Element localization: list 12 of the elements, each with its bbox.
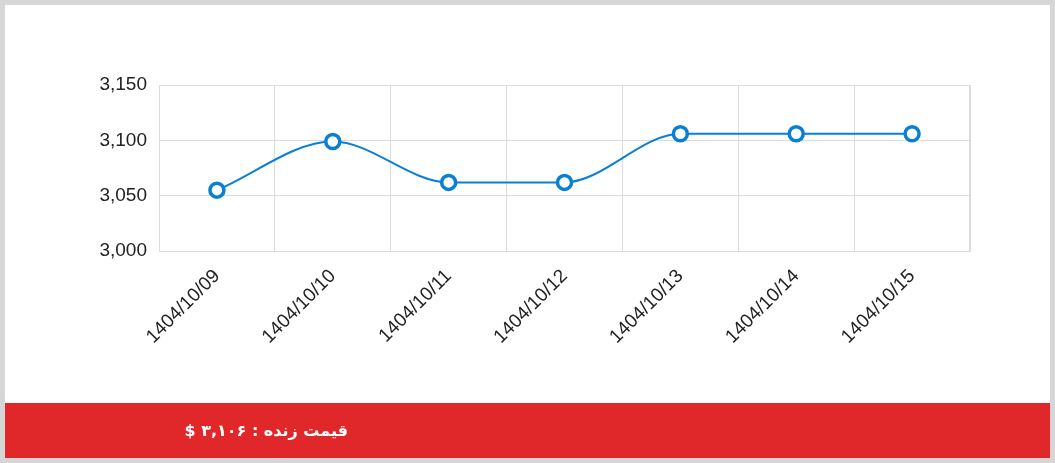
y-tick-label: 3,000: [99, 239, 147, 261]
point: [903, 124, 921, 143]
point: [324, 132, 342, 151]
y-tick-label: 3,150: [99, 73, 147, 95]
text: قیمت زنده : ۳,۱۰۶ $: [184, 421, 349, 440]
point: [671, 124, 690, 143]
y-tick-label: 3,100: [99, 128, 147, 150]
point: [439, 173, 458, 192]
point: [787, 124, 805, 143]
point: [555, 173, 574, 192]
point: [208, 181, 226, 199]
y-tick-label: 3,050: [99, 183, 147, 205]
